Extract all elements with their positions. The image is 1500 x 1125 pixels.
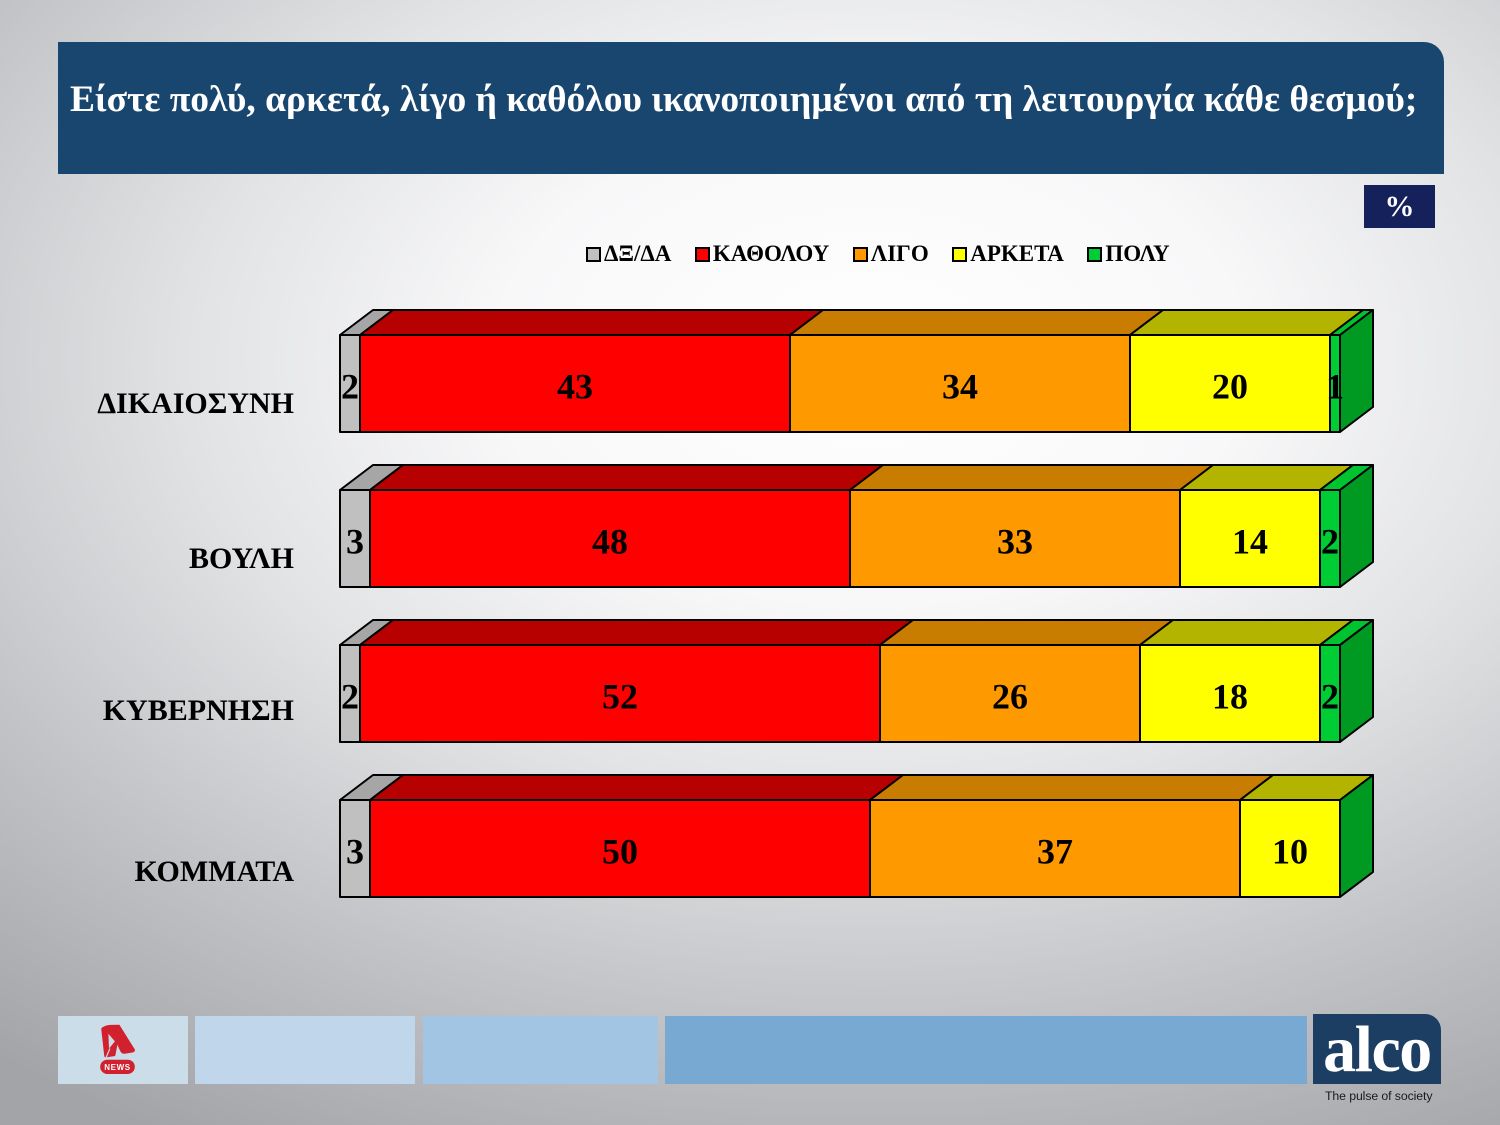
svg-text:2: 2 xyxy=(341,367,359,407)
svg-text:NEWS: NEWS xyxy=(104,1063,130,1072)
svg-text:2: 2 xyxy=(1321,522,1339,562)
svg-text:2: 2 xyxy=(1321,677,1339,717)
svg-text:1: 1 xyxy=(1326,367,1344,407)
svg-text:26: 26 xyxy=(992,677,1028,717)
svg-text:3: 3 xyxy=(346,832,364,872)
svg-text:43: 43 xyxy=(557,367,593,407)
svg-text:14: 14 xyxy=(1232,522,1268,562)
svg-text:3: 3 xyxy=(346,522,364,562)
svg-text:34: 34 xyxy=(942,367,978,407)
svg-text:50: 50 xyxy=(602,832,638,872)
svg-text:48: 48 xyxy=(592,522,628,562)
svg-text:10: 10 xyxy=(1272,832,1308,872)
svg-text:37: 37 xyxy=(1037,832,1073,872)
svg-text:2: 2 xyxy=(341,677,359,717)
svg-text:20: 20 xyxy=(1212,367,1248,407)
svg-text:18: 18 xyxy=(1212,677,1248,717)
svg-text:52: 52 xyxy=(602,677,638,717)
svg-text:33: 33 xyxy=(997,522,1033,562)
